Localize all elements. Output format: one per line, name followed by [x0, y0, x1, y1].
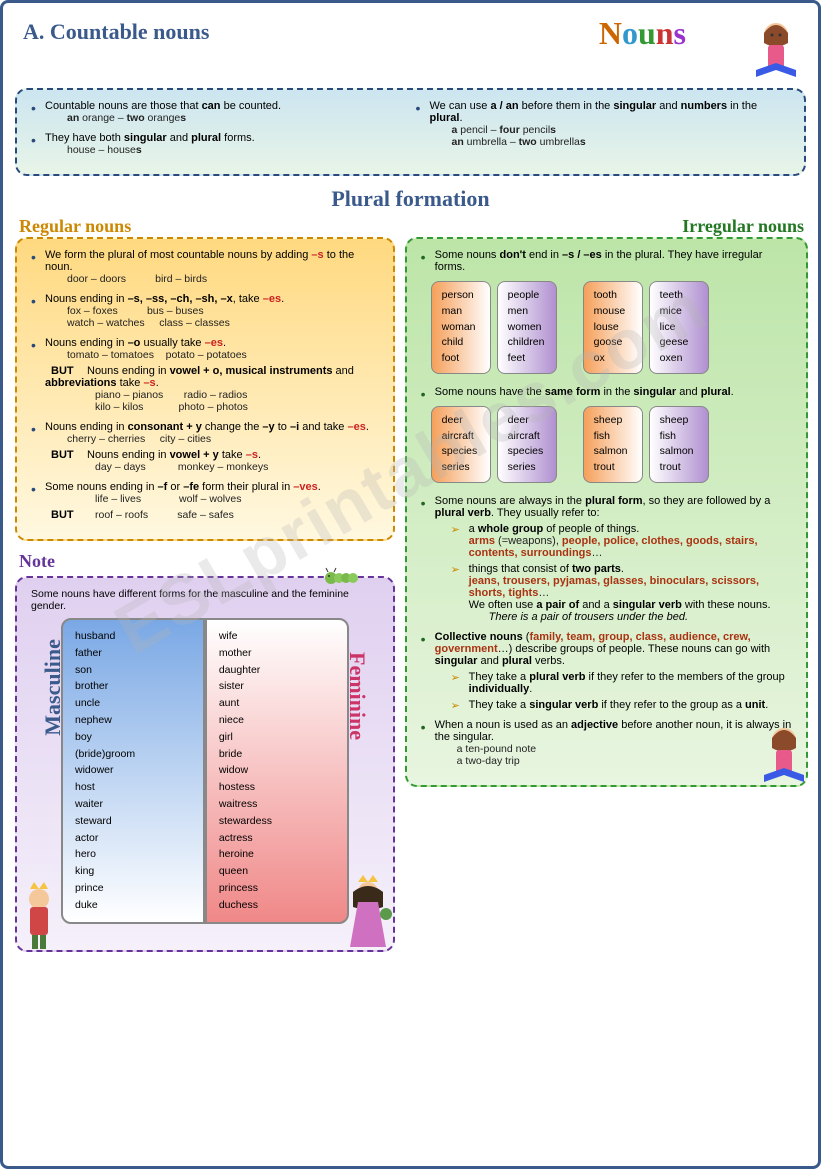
- irregular-nouns-label: Irregular nouns: [405, 216, 804, 237]
- intro-box: Countable nouns are those that can be co…: [15, 88, 806, 176]
- rule-item: Collective nouns (family, team, group, c…: [421, 631, 792, 711]
- noun-pill: sheepfishsalmontrout: [583, 406, 643, 483]
- feminine-label: Feminine: [344, 652, 370, 740]
- header-row: A. Countable nouns Nouns: [15, 15, 806, 88]
- noun-pill: teethmicelicegeeseoxen: [649, 281, 709, 374]
- rule-item: Nouns ending in –o usually take –es. tom…: [31, 337, 379, 413]
- rule-item: Some nouns ending in –f or –fe form thei…: [31, 481, 379, 521]
- regular-nouns-label: Regular nouns: [19, 216, 395, 237]
- intro-bullet: We can use a / an before them in the sin…: [416, 100, 791, 148]
- rule-item: When a noun is used as an adjective befo…: [421, 719, 792, 767]
- noun-pill: deeraircraftspeciesseries: [497, 406, 557, 483]
- noun-pill: deeraircraftspeciesseries: [431, 406, 491, 483]
- irregular-pills-2: deeraircraftspeciesseriesdeeraircraftspe…: [431, 406, 792, 483]
- noun-pill: personmanwomanchildfoot: [431, 281, 491, 374]
- rule-item: We form the plural of most countable nou…: [31, 249, 379, 285]
- note-intro: Some nouns have different forms for the …: [31, 588, 379, 612]
- regular-box: We form the plural of most countable nou…: [15, 237, 395, 541]
- main-title: Nouns: [599, 15, 686, 52]
- rule-item: Nouns ending in consonant + y change the…: [31, 421, 379, 473]
- note-box: Some nouns have different forms for the …: [15, 576, 395, 952]
- rule-item: Nouns ending in –s, –ss, –ch, –sh, –x, t…: [31, 293, 379, 329]
- prince-icon: [12, 877, 67, 955]
- irregular-box: Some nouns don't end in –s / –es in the …: [405, 237, 808, 787]
- masculine-column: husbandfathersonbrotherunclenephewboy(br…: [61, 618, 205, 924]
- section-a-label: A. Countable nouns: [23, 19, 599, 45]
- rule-item: Some nouns don't end in –s / –es in the …: [421, 249, 792, 273]
- sub-item: They take a plural verb if they refer to…: [451, 671, 792, 695]
- sub-item: a whole group of people of things. arms …: [451, 523, 792, 559]
- feminine-column: wifemotherdaughtersisterauntniecegirlbri…: [205, 618, 349, 924]
- princess-icon: [338, 872, 398, 955]
- noun-pill: peoplemenwomenchildrenfeet: [497, 281, 557, 374]
- intro-bullet: They have both singular and plural forms…: [31, 132, 406, 156]
- irregular-pills-1: personmanwomanchildfootpeoplemenwomenchi…: [431, 281, 792, 374]
- rule-item: Some nouns are always in the plural form…: [421, 495, 792, 623]
- intro-bullet: Countable nouns are those that can be co…: [31, 100, 406, 124]
- caterpillar-icon: [323, 566, 363, 589]
- plural-formation-title: Plural formation: [15, 186, 806, 212]
- rule-item: Some nouns have the same form in the sin…: [421, 386, 792, 398]
- girl-reading-icon: [686, 15, 806, 88]
- girl-reading-icon: [754, 720, 814, 793]
- noun-pill: toothmouselousegooseox: [583, 281, 643, 374]
- sub-item: They take a singular verb if they refer …: [451, 699, 792, 711]
- noun-pill: sheepfishsalmontrout: [649, 406, 709, 483]
- sub-item: things that consist of two parts. jeans,…: [451, 563, 792, 623]
- worksheet-page: ESLprintables.com A. Countable nouns Nou…: [0, 0, 821, 1169]
